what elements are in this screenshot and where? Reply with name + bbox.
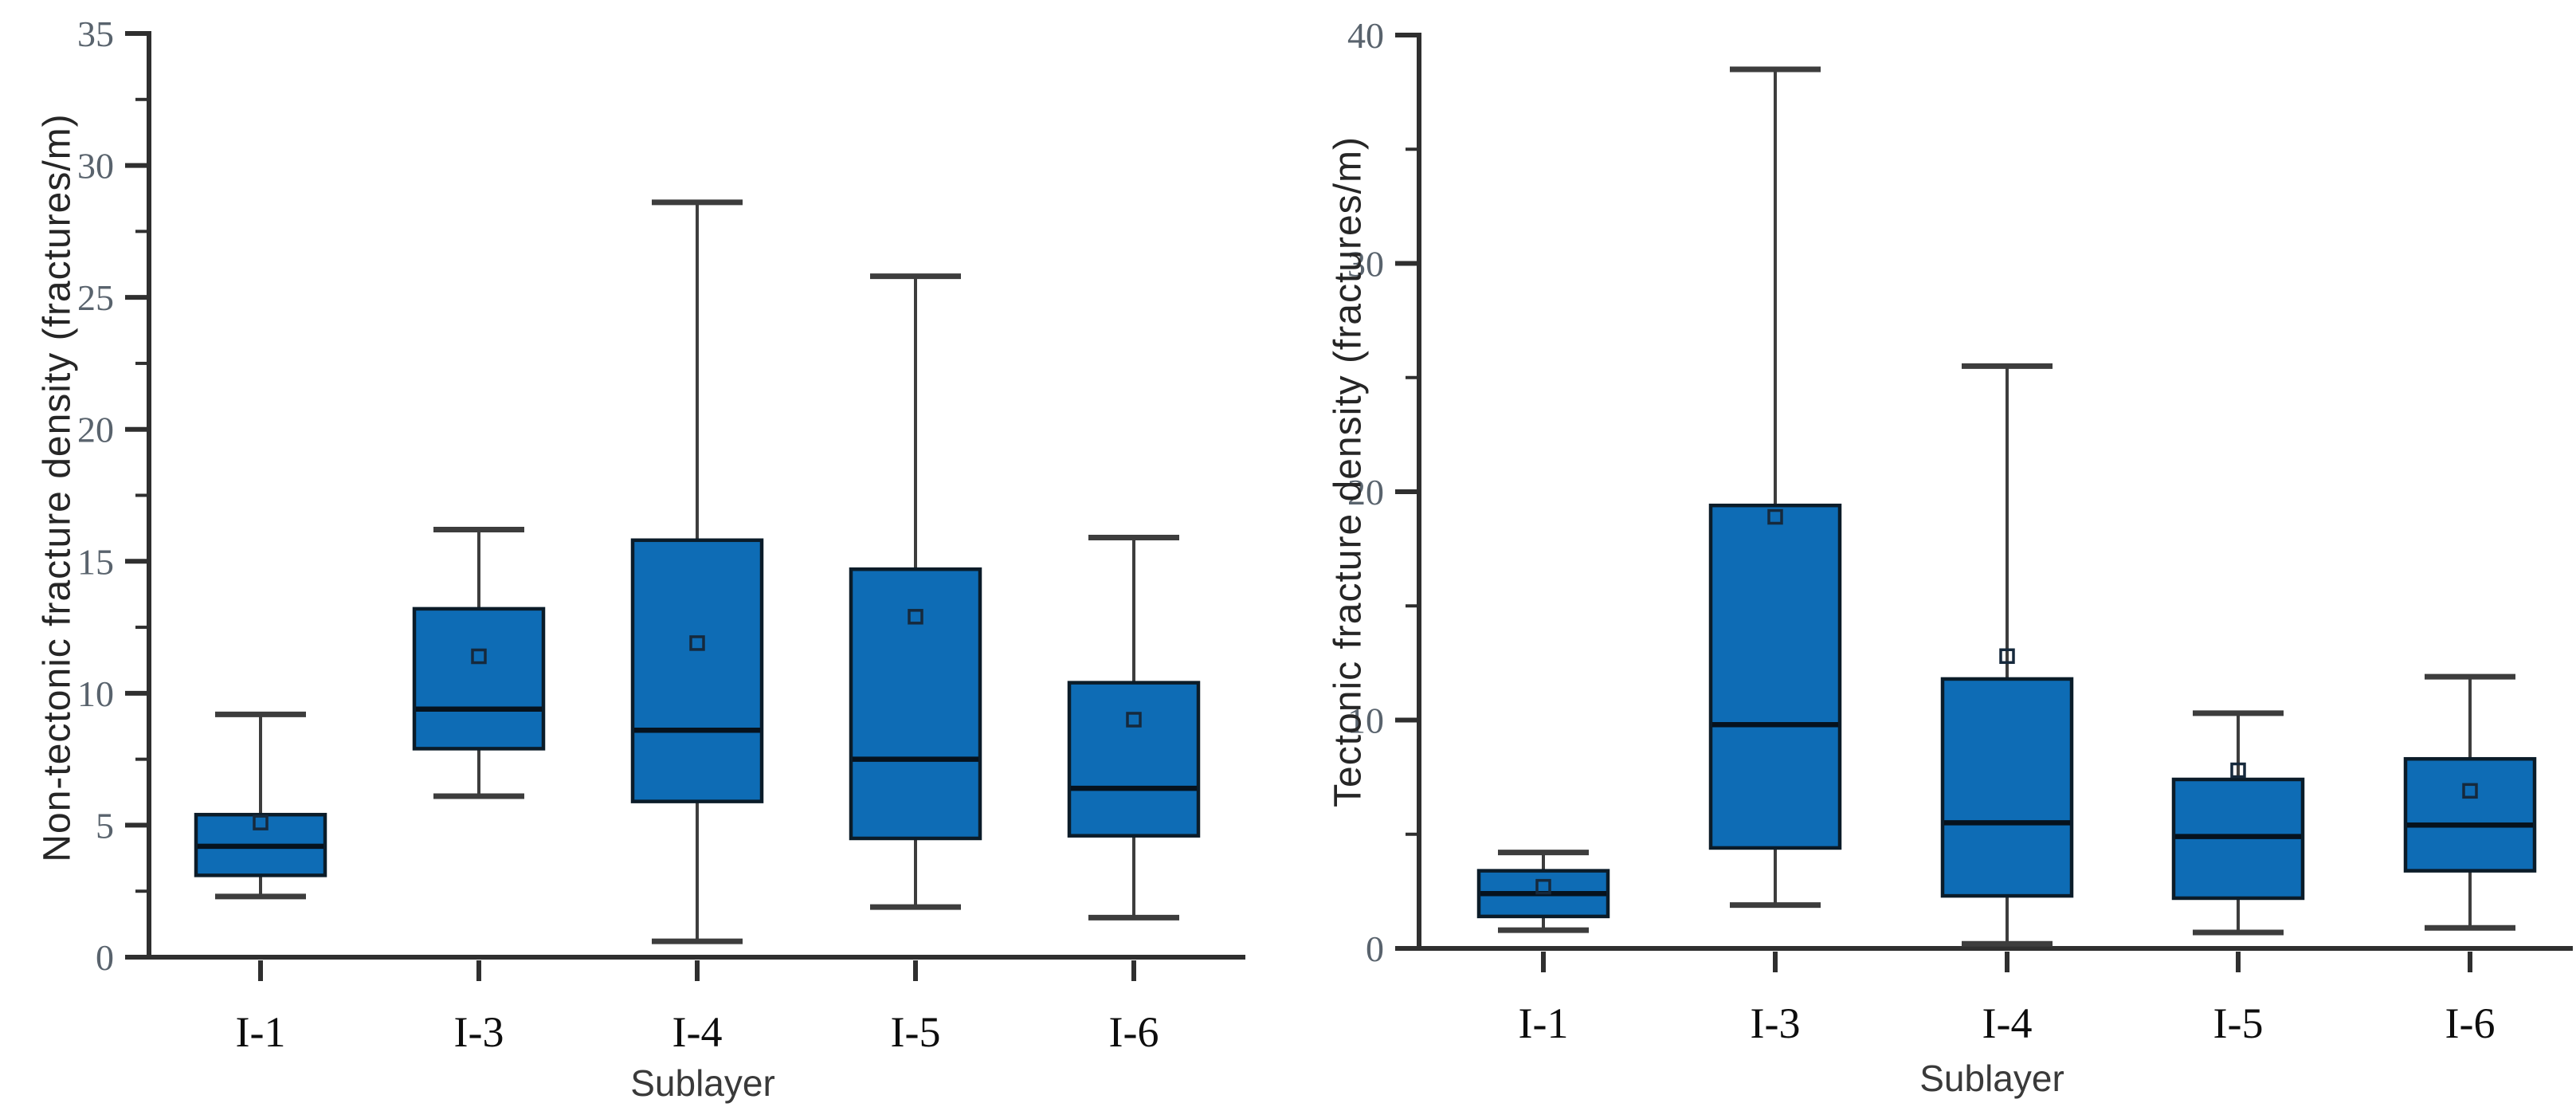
mean-marker — [1767, 508, 1783, 525]
mean-marker — [1999, 648, 2015, 665]
category-label: I-4 — [672, 1008, 723, 1056]
iqr-box — [2403, 756, 2537, 873]
y-tick-label: 15 — [77, 541, 114, 582]
mean-marker — [253, 815, 269, 830]
iqr-box — [1940, 677, 2074, 898]
x-axis-title-right: Sublayer — [1919, 1058, 2064, 1099]
category-label: I-5 — [891, 1008, 941, 1056]
y-tick-label: 25 — [77, 277, 114, 318]
category-label: I-1 — [236, 1008, 286, 1056]
y-tick-label: 40 — [1347, 15, 1384, 56]
x-axis-title-left: Sublayer — [630, 1062, 775, 1104]
category-label: I-3 — [1751, 999, 1801, 1047]
tectonic-box-chart: 0 10 20 30 40 I-1 I-3 I-4 I-5 I-6 — [1347, 15, 2573, 1047]
mean-marker — [2230, 762, 2246, 779]
box-plot-I-5 — [2171, 710, 2305, 936]
y-tick-label: 30 — [77, 146, 114, 186]
box-plot-I-3 — [412, 527, 546, 799]
non-tectonic-box-chart: 0 5 10 15 20 25 30 35 I-1 I-3 I-4 I-5 I-6 — [77, 14, 1245, 1056]
category-label: I-1 — [1519, 999, 1569, 1047]
mean-marker — [1126, 712, 1142, 728]
mean-marker — [471, 648, 487, 665]
box-plot-I-4 — [630, 199, 764, 944]
iqr-box — [849, 567, 982, 841]
category-label: I-6 — [1109, 1008, 1159, 1056]
y-tick-label: 10 — [77, 673, 114, 714]
mean-marker — [1535, 878, 1551, 895]
mean-marker — [908, 609, 923, 625]
box-plot-I-4 — [1940, 363, 2074, 947]
y-axis-title-non-tectonic: Non-tectonic fracture density (fractures… — [36, 113, 79, 862]
y-tick-label: 30 — [1347, 244, 1384, 285]
y-tick-label: 35 — [77, 14, 114, 54]
iqr-box — [1708, 503, 1842, 850]
box-plot-I-3 — [1708, 66, 1842, 909]
y-tick-label: 0 — [96, 937, 114, 978]
y-tick-label: 10 — [1347, 701, 1384, 741]
box-plot-I-5 — [849, 273, 982, 910]
iqr-box — [630, 538, 764, 803]
box-plot-I-1 — [194, 711, 327, 900]
y-tick-label: 0 — [1366, 928, 1384, 969]
category-label: I-3 — [454, 1008, 504, 1056]
mean-marker — [2462, 783, 2478, 799]
iqr-box — [412, 606, 546, 751]
y-axis-title-tectonic: Tectonic fracture density (fractures/m) — [1327, 136, 1370, 807]
y-tick-label: 20 — [77, 410, 114, 450]
box-plot-I-1 — [1476, 850, 1610, 933]
category-label: I-6 — [2445, 999, 2496, 1047]
y-tick-label: 20 — [1347, 472, 1384, 512]
mean-marker — [689, 635, 705, 651]
category-label: I-5 — [2213, 999, 2264, 1047]
box-plot-I-6 — [1067, 534, 1201, 921]
y-tick-label: 5 — [96, 805, 114, 846]
iqr-box — [1067, 681, 1201, 838]
box-plot-I-6 — [2403, 673, 2537, 931]
category-label: I-4 — [1982, 999, 2033, 1047]
